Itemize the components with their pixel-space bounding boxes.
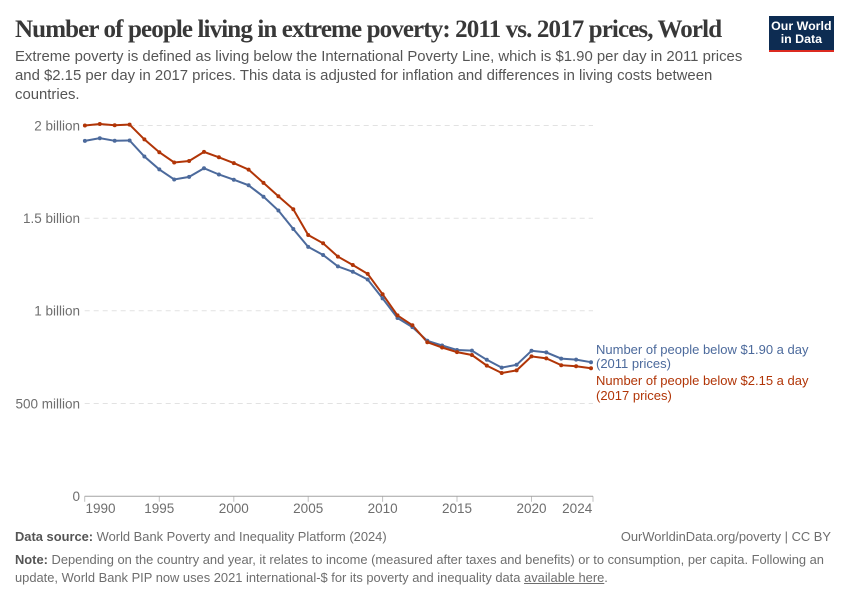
svg-text:0: 0: [72, 489, 80, 504]
svg-text:2 billion: 2 billion: [34, 118, 80, 133]
svg-text:500 million: 500 million: [15, 396, 80, 411]
svg-text:1995: 1995: [144, 501, 174, 516]
svg-text:2024: 2024: [562, 501, 593, 516]
svg-text:1990: 1990: [85, 501, 115, 516]
svg-text:2015: 2015: [442, 501, 472, 516]
svg-text:2020: 2020: [516, 501, 546, 516]
svg-text:2010: 2010: [368, 501, 398, 516]
svg-text:2005: 2005: [293, 501, 323, 516]
svg-text:2000: 2000: [219, 501, 249, 516]
svg-text:1 billion: 1 billion: [34, 304, 80, 319]
svg-text:1.5 billion: 1.5 billion: [23, 211, 80, 226]
